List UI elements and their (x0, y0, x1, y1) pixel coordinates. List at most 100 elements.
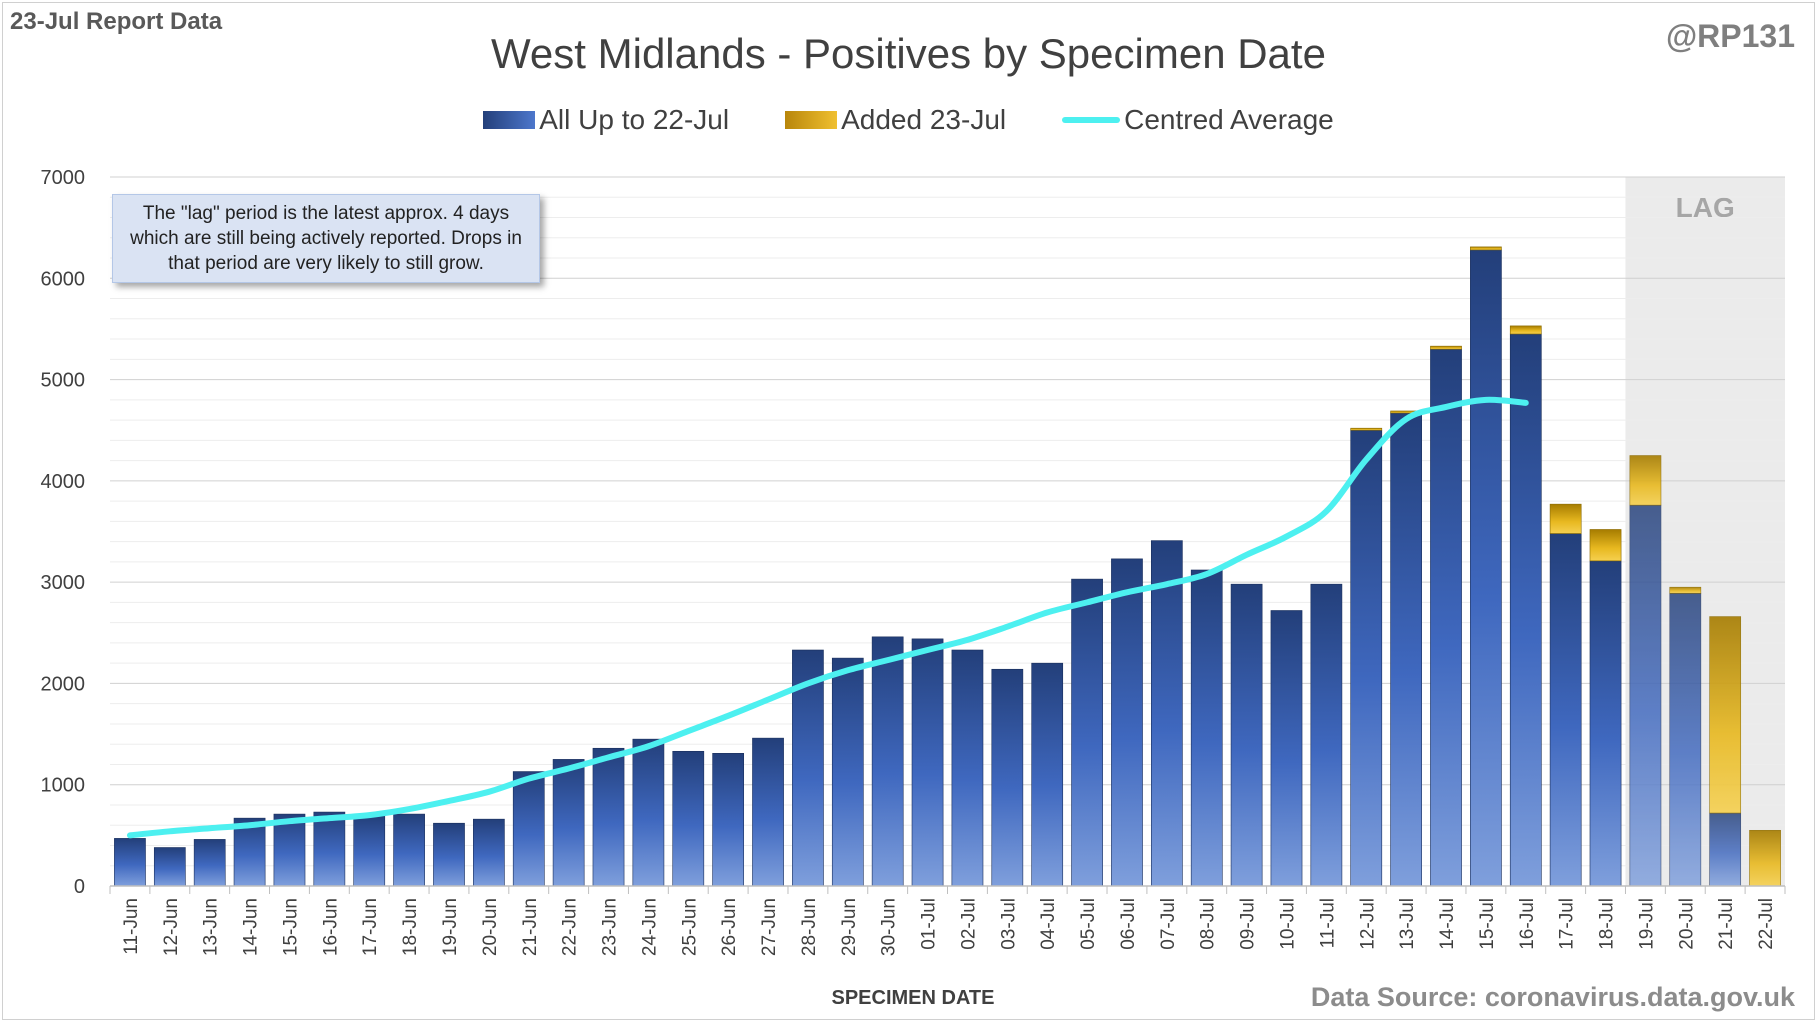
data-source: Data Source: coronavirus.data.gov.uk (1310, 982, 1795, 1012)
bar-11-Jul-up-to-22-jul (1310, 583, 1343, 887)
x-tick-label: 11-Jul (1317, 898, 1338, 948)
report-label: 23-Jul Report Data (10, 8, 223, 35)
bar-13-Jun-up-to-22-jul (193, 839, 226, 887)
centred-average-line (126, 396, 1529, 839)
x-tick-label: 14-Jun (241, 898, 262, 956)
bar-29-Jun-up-to-22-jul (831, 657, 864, 887)
bar-05-Jul-up-to-22-jul (1071, 578, 1103, 887)
x-tick-label: 02-Jul (958, 898, 979, 950)
x-tick-label: 16-Jun (320, 898, 341, 956)
author-handle: @RP131 (1665, 18, 1795, 54)
x-tick-label: 16-Jul (1517, 898, 1538, 950)
bar-23-Jun-up-to-22-jul (592, 747, 625, 887)
bar-20-Jul-up-to-22-jul (1669, 592, 1702, 887)
bar-12-Jun-up-to-22-jul (153, 847, 186, 887)
bar-17-Jun-up-to-22-jul (353, 815, 386, 887)
x-tick-label: 18-Jul (1597, 898, 1618, 950)
y-tick-label: 2000 (41, 673, 86, 695)
bar-14-Jun-up-to-22-jul (233, 817, 266, 887)
legend-swatch-line (1062, 117, 1121, 123)
legend-item-gold: Added 23-Jul (785, 104, 1006, 136)
x-tick-label: 15-Jul (1477, 898, 1498, 950)
bar-21-Jun-up-to-22-jul (512, 771, 545, 887)
x-tick-label: 04-Jul (1038, 898, 1059, 950)
bar-12-Jul-up-to-22-jul (1350, 429, 1383, 887)
bar-26-Jun-up-to-22-jul (712, 753, 745, 887)
bar-21-Jul-up-to-22-jul (1709, 812, 1742, 887)
bar-16-Jun-up-to-22-jul (313, 811, 346, 887)
x-tick-label: 20-Jul (1676, 898, 1697, 950)
x-tick-label: 17-Jul (1557, 898, 1578, 950)
x-tick-label: 09-Jul (1238, 898, 1259, 950)
x-tick-label: 21-Jun (520, 898, 541, 956)
legend-label-gold: Added 23-Jul (841, 104, 1007, 135)
y-tick-label: 6000 (41, 268, 86, 290)
bar-19-Jul-up-to-22-jul (1629, 504, 1662, 887)
bar-10-Jul-up-to-22-jul (1270, 610, 1303, 887)
x-tick-label: 10-Jul (1277, 898, 1298, 950)
y-tick-label: 1000 (41, 775, 86, 797)
x-tick-label: 26-Jun (719, 898, 740, 956)
x-tick-label: 12-Jun (161, 898, 182, 956)
bar-22-Jul-added-23-jul (1749, 829, 1781, 887)
x-tick-label: 12-Jul (1357, 898, 1378, 950)
y-tick-label: 5000 (41, 370, 86, 392)
x-tick-label: 20-Jun (480, 898, 501, 956)
bars (114, 246, 1781, 887)
bar-20-Jul-added-23-jul (1669, 586, 1702, 594)
x-tick-label: 19-Jun (440, 898, 461, 956)
x-tick-label: 24-Jun (639, 898, 660, 956)
bar-18-Jul-up-to-22-jul (1589, 560, 1622, 887)
bar-18-Jun-up-to-22-jul (393, 813, 425, 887)
bar-03-Jul-up-to-22-jul (991, 668, 1024, 887)
x-tick-label: 27-Jun (759, 898, 780, 956)
bar-16-Jul-added-23-jul (1509, 325, 1542, 335)
x-tick-label: 07-Jul (1158, 898, 1179, 950)
legend-label-blue: All Up to 22-Jul (539, 104, 730, 135)
x-tick-label: 28-Jun (799, 898, 820, 956)
bar-14-Jul-added-23-jul (1430, 345, 1462, 350)
bar-09-Jul-up-to-22-jul (1230, 583, 1263, 887)
bar-15-Jul-added-23-jul (1470, 246, 1502, 251)
lag-note: The "lag" period is the latest approx. 4… (112, 194, 540, 283)
x-tick-label: 21-Jul (1716, 898, 1737, 950)
bar-07-Jul-up-to-22-jul (1150, 540, 1183, 887)
axes: 0 1000 2000 3000 4000 5000 6000 7000 11-Jun 12-Ju… (41, 167, 1786, 956)
x-tick-label: 30-Jun (879, 898, 900, 956)
bar-25-Jun-up-to-22-jul (672, 750, 705, 887)
x-tick-label: 14-Jul (1437, 898, 1458, 950)
bar-15-Jun-up-to-22-jul (273, 813, 306, 887)
bar-17-Jul-added-23-jul (1549, 503, 1582, 534)
x-tick-label: 01-Jul (919, 898, 940, 950)
bar-16-Jul-up-to-22-jul (1509, 333, 1542, 887)
x-tick-label: 13-Jun (201, 898, 222, 956)
bar-06-Jul-up-to-22-jul (1111, 558, 1143, 887)
bar-19-Jun-up-to-22-jul (433, 822, 465, 887)
x-tick-label: 25-Jun (679, 898, 700, 956)
bar-22-Jun-up-to-22-jul (552, 759, 585, 887)
gridlines (110, 176, 1785, 887)
legend-swatch-blue (483, 111, 536, 129)
bar-12-Jul-added-23-jul (1350, 427, 1383, 431)
x-tick-label: 22-Jul (1756, 898, 1777, 950)
x-tick-label: 13-Jul (1397, 898, 1418, 950)
bar-14-Jul-up-to-22-jul (1430, 348, 1462, 887)
bar-01-Jul-up-to-22-jul (911, 638, 944, 887)
x-axis-title: SPECIMEN DATE (832, 987, 995, 1009)
bar-04-Jul-up-to-22-jul (1031, 662, 1064, 887)
average-line-layer (126, 396, 1529, 839)
x-tick-label: 11-Jun (121, 898, 142, 955)
bar-15-Jul-up-to-22-jul (1470, 249, 1502, 887)
x-tick-label: 22-Jun (560, 898, 581, 956)
legend-item-blue: All Up to 22-Jul (483, 104, 729, 136)
bar-27-Jun-up-to-22-jul (752, 737, 784, 887)
legend-swatch-gold (785, 111, 838, 129)
bar-11-Jun-up-to-22-jul (114, 838, 146, 887)
bar-17-Jul-up-to-22-jul (1549, 533, 1582, 887)
x-tick-label: 17-Jun (360, 898, 381, 956)
bar-18-Jul-added-23-jul (1589, 529, 1622, 562)
y-tick-label: 7000 (41, 167, 86, 189)
chart-legend: All Up to 22-Jul Added 23-Jul Centred Av… (0, 104, 1817, 136)
lag-label: LAG (1676, 192, 1735, 223)
